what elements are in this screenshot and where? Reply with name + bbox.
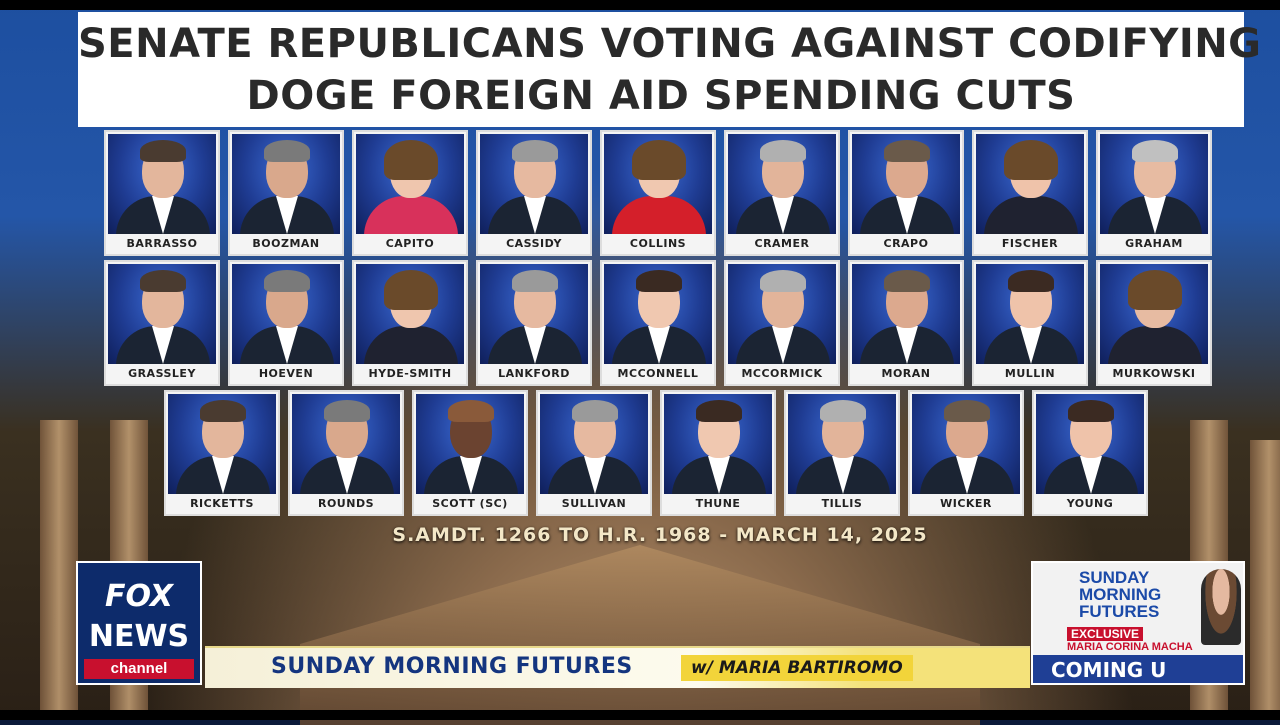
promo-guest-name: MARIA CORINA MACHA: [1067, 641, 1193, 653]
senator-photo: [976, 134, 1084, 234]
senator-name: HYDE-SMITH: [368, 367, 452, 380]
logo-news-text: NEWS: [88, 619, 190, 654]
senator-card: ROUNDS: [288, 390, 404, 516]
senator-name: CAPITO: [385, 237, 435, 250]
senator-card: RICKETTS: [164, 390, 280, 516]
senator-photo: [480, 264, 588, 364]
senator-name: MCCONNELL: [617, 367, 699, 380]
senator-name: TILLIS: [821, 497, 863, 510]
senator-card: THUNE: [660, 390, 776, 516]
senator-photo: [540, 394, 648, 494]
letterbox-bottom: [0, 710, 1280, 720]
senator-name: COLLINS: [629, 237, 687, 250]
senator-name: MCCORMICK: [741, 367, 823, 380]
senator-card: GRAHAM: [1096, 130, 1212, 256]
senator-card: HYDE-SMITH: [352, 260, 468, 386]
column: [1250, 440, 1280, 720]
senator-photo: [728, 134, 836, 234]
senator-photo: [416, 394, 524, 494]
host-name: w/ MARIA BARTIROMO: [681, 655, 913, 681]
senator-name: ROUNDS: [317, 497, 374, 510]
senator-name: BOOZMAN: [252, 237, 320, 250]
senator-card: CASSIDY: [476, 130, 592, 256]
senator-photo: [912, 394, 1020, 494]
senator-card: COLLINS: [600, 130, 716, 256]
headline-line-1: SENATE REPUBLICANS VOTING AGAINST CODIFY…: [78, 21, 1262, 67]
headline-banner: SENATE REPUBLICANS VOTING AGAINST CODIFY…: [78, 12, 1262, 127]
senator-name: CRAPO: [883, 237, 929, 250]
senator-card: SULLIVAN: [536, 390, 652, 516]
lower-third: SUNDAY MORNING FUTURES w/ MARIA BARTIROM…: [205, 646, 1030, 688]
promo-title: SUNDAY MORNING FUTURES: [1079, 568, 1162, 621]
show-name: SUNDAY MORNING FUTURES: [271, 654, 633, 679]
senator-photo: [664, 394, 772, 494]
senator-photo: [1036, 394, 1144, 494]
senator-card: CRAPO: [848, 130, 964, 256]
senator-photo: [292, 394, 400, 494]
senator-photo: [480, 134, 588, 234]
promo-exclusive-badge: EXCLUSIVE: [1067, 627, 1144, 641]
senator-name: YOUNG: [1066, 497, 1114, 510]
senator-name: GRASSLEY: [128, 367, 196, 380]
senator-card: FISCHER: [972, 130, 1088, 256]
logo-fox-text: FOX: [104, 579, 174, 614]
senator-name: HOEVEN: [258, 367, 314, 380]
senator-photo: [788, 394, 896, 494]
senator-card: BARRASSO: [104, 130, 220, 256]
column: [40, 420, 78, 720]
amendment-caption: S.AMDT. 1266 TO H.R. 1968 - MARCH 14, 20…: [392, 524, 928, 546]
senator-card: MURKOWSKI: [1096, 260, 1212, 386]
senator-name: BARRASSO: [126, 237, 198, 250]
senator-card: TILLIS: [784, 390, 900, 516]
senator-name: THUNE: [695, 497, 741, 510]
senator-photo: [728, 264, 836, 364]
senator-name: CRAMER: [754, 237, 810, 250]
senator-card: YOUNG: [1032, 390, 1148, 516]
senator-card: LANKFORD: [476, 260, 592, 386]
senator-name: MORAN: [881, 367, 931, 380]
senator-card: MCCORMICK: [724, 260, 840, 386]
senator-photo: [108, 264, 216, 364]
senator-name: SCOTT (SC): [432, 497, 508, 510]
headline-line-2: DOGE FOREIGN AID SPENDING CUTS: [246, 73, 1076, 119]
promo-coming-up: COMING U: [1033, 655, 1243, 683]
senator-photo: [356, 134, 464, 234]
senator-name: CASSIDY: [506, 237, 562, 250]
senator-photo: [232, 264, 340, 364]
senator-card: CRAMER: [724, 130, 840, 256]
senator-photo: [852, 264, 960, 364]
senator-card: CAPITO: [352, 130, 468, 256]
senator-photo: [976, 264, 1084, 364]
senator-card: SCOTT (SC): [412, 390, 528, 516]
senator-photo: [108, 134, 216, 234]
senator-card: WICKER: [908, 390, 1024, 516]
senator-photo: [1100, 134, 1208, 234]
senator-photo: [604, 134, 712, 234]
senator-photo: [356, 264, 464, 364]
senator-card: MCCONNELL: [600, 260, 716, 386]
senator-name: MURKOWSKI: [1112, 367, 1196, 380]
senator-card: MORAN: [848, 260, 964, 386]
senator-name: GRAHAM: [1125, 237, 1183, 250]
senator-card: BOOZMAN: [228, 130, 344, 256]
fox-news-logo: FOX NEWS channel: [76, 561, 202, 685]
senator-photo: [1100, 264, 1208, 364]
senator-name: MULLIN: [1004, 367, 1056, 380]
program-promo: SUNDAY MORNING FUTURES EXCLUSIVE MARIA C…: [1031, 561, 1245, 685]
senator-photo: [852, 134, 960, 234]
promo-guest-photo: [1201, 569, 1241, 645]
senator-card: MULLIN: [972, 260, 1088, 386]
senator-name: LANKFORD: [498, 367, 570, 380]
senator-photo: [604, 264, 712, 364]
logo-channel-text: channel: [84, 659, 194, 679]
senator-card: HOEVEN: [228, 260, 344, 386]
senator-name: RICKETTS: [190, 497, 254, 510]
senator-name: FISCHER: [1001, 237, 1059, 250]
letterbox-top: [0, 0, 1280, 10]
senator-photo: [232, 134, 340, 234]
senator-card: GRASSLEY: [104, 260, 220, 386]
senator-name: SULLIVAN: [561, 497, 627, 510]
senator-photo: [168, 394, 276, 494]
senator-name: WICKER: [940, 497, 992, 510]
